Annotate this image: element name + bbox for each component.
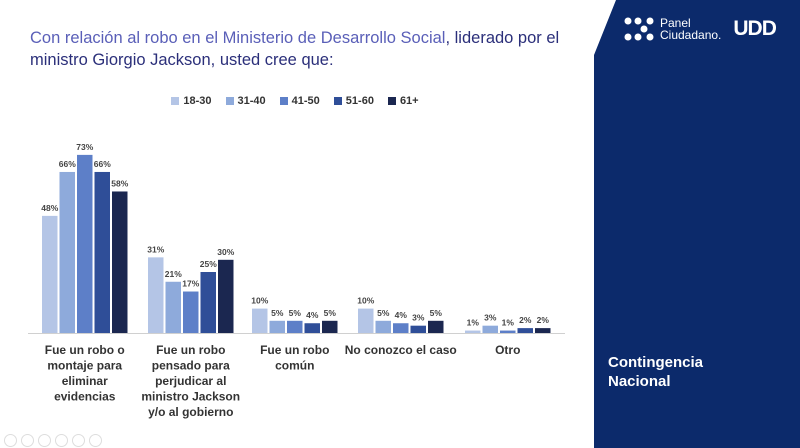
section-line1: Contingencia — [608, 354, 704, 371]
data-label: 5% — [289, 308, 302, 318]
bar — [200, 272, 216, 333]
bar — [465, 330, 481, 333]
data-label: 31% — [147, 244, 164, 254]
data-label: 58% — [111, 178, 128, 188]
category-label: Fue un robo — [156, 343, 225, 357]
data-label: 3% — [484, 313, 497, 323]
bar — [393, 323, 409, 333]
bar — [517, 328, 533, 333]
bar — [482, 325, 498, 333]
category-label: pensado para — [152, 359, 230, 373]
title-highlight: Con relación al robo en el Ministerio de… — [30, 29, 446, 47]
category-label: eliminar — [62, 374, 108, 388]
category-label: montaje para — [47, 359, 122, 373]
legend-label: 61+ — [399, 95, 419, 107]
data-label: 2% — [519, 315, 532, 325]
legend-swatch — [333, 97, 342, 105]
category-label: Fue un robo — [260, 343, 329, 357]
data-label: 5% — [271, 308, 284, 318]
bar — [148, 257, 164, 333]
data-label: 21% — [165, 269, 182, 279]
more-icon[interactable] — [89, 434, 102, 447]
data-label: 5% — [430, 308, 443, 318]
bar — [535, 328, 551, 333]
chart-title: Con relación al robo en el Ministerio de… — [30, 27, 590, 71]
panel-ciudadano-logo: Panel Ciudadano. UDD — [624, 16, 777, 42]
legend-item: 61+ — [387, 95, 419, 107]
data-label: 10% — [357, 296, 374, 306]
legend-item: 31-40 — [225, 95, 266, 107]
category-label: evidencias — [54, 390, 116, 404]
slide-controls — [4, 434, 102, 447]
bar — [304, 323, 320, 333]
pen-icon[interactable] — [38, 434, 51, 447]
data-label: 48% — [41, 203, 58, 213]
legend-item: 18-30 — [171, 95, 212, 107]
legend-swatch — [171, 97, 180, 105]
data-label: 3% — [412, 313, 425, 323]
bar — [59, 171, 75, 333]
legend-label: 31-40 — [237, 95, 266, 107]
logo-line1: Panel — [660, 16, 691, 30]
previous-icon[interactable] — [4, 434, 17, 447]
data-label: 1% — [467, 318, 480, 328]
data-label: 17% — [182, 279, 199, 289]
bar — [500, 330, 516, 333]
legend-label: 41-50 — [291, 95, 320, 107]
legend-item: 51-60 — [333, 95, 374, 107]
data-label: 66% — [59, 159, 76, 169]
bar — [322, 320, 338, 333]
title-rest: , liderado por el ministro Giorgio Jacks… — [30, 29, 560, 69]
section-line2: Nacional — [608, 373, 671, 390]
bar — [269, 320, 285, 333]
next-icon[interactable] — [21, 434, 34, 447]
data-label: 5% — [377, 308, 390, 318]
data-label: 10% — [251, 296, 268, 306]
bar — [183, 291, 199, 333]
data-label: 5% — [324, 308, 337, 318]
category-label: y/o al gobierno — [148, 405, 233, 419]
data-label: 1% — [502, 318, 515, 328]
category-label: No conozco el caso — [345, 343, 457, 357]
data-label: 25% — [200, 259, 217, 269]
bar — [375, 320, 391, 333]
legend: 18-30 31-40 41-50 51-60 61+ — [0, 95, 590, 107]
data-label: 66% — [94, 159, 111, 169]
category-label: común — [275, 359, 314, 373]
data-label: 4% — [306, 310, 319, 320]
bar — [94, 171, 110, 333]
bar — [112, 191, 128, 333]
section-label: Contingencia Nacional — [608, 353, 703, 391]
slides-icon[interactable] — [55, 434, 68, 447]
bar — [428, 320, 444, 333]
zoom-icon[interactable] — [72, 434, 85, 447]
legend-swatch — [387, 97, 396, 105]
category-label: perjudicar al — [155, 374, 226, 388]
bar — [358, 308, 374, 333]
category-label: ministro Jackson — [141, 390, 240, 404]
bar — [252, 308, 268, 333]
bar — [410, 325, 426, 333]
legend-item: 41-50 — [279, 95, 320, 107]
category-label: Otro — [495, 343, 520, 357]
udd-logo: UDD — [733, 17, 776, 40]
bar — [165, 281, 181, 333]
data-label: 4% — [395, 310, 408, 320]
bar — [42, 215, 58, 333]
bar — [77, 154, 93, 333]
legend-label: 18-30 — [183, 95, 212, 107]
data-label: 30% — [217, 247, 234, 257]
data-label: 2% — [537, 315, 550, 325]
legend-swatch — [225, 97, 234, 105]
legend-label: 51-60 — [345, 95, 374, 107]
logo-dots-icon — [624, 17, 654, 41]
category-label: Fue un robo o — [45, 343, 125, 357]
data-label: 73% — [76, 142, 93, 152]
bar — [218, 259, 234, 333]
logo-line2: Ciudadano. — [660, 28, 722, 42]
bar — [287, 320, 303, 333]
legend-swatch — [279, 97, 288, 105]
